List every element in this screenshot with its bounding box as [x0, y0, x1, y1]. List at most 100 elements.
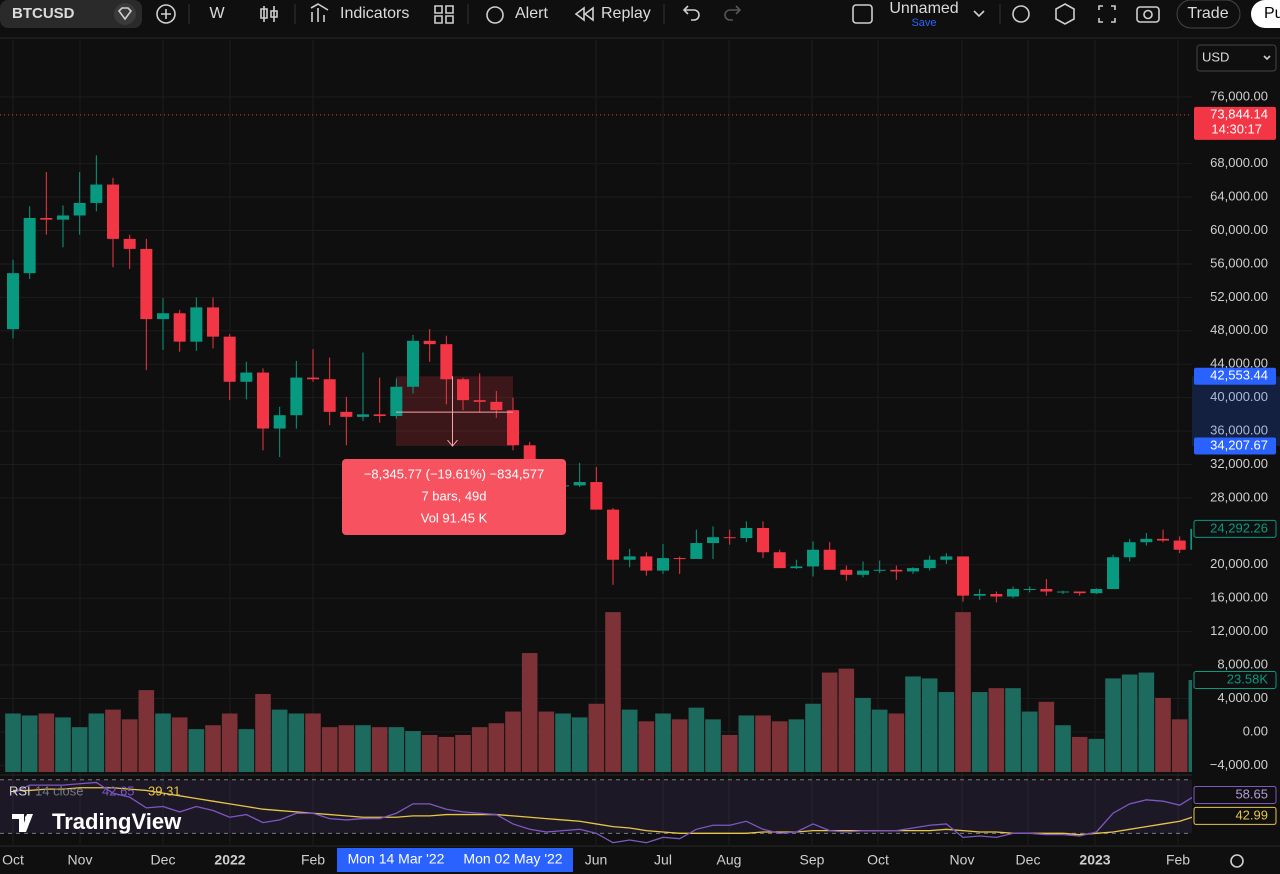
- rsi-params: 14 close: [35, 783, 83, 798]
- candle-body: [440, 344, 453, 380]
- settings-button[interactable]: [1055, 3, 1075, 25]
- layout-icon[interactable]: [852, 4, 873, 24]
- fullscreen-button[interactable]: [1098, 5, 1116, 23]
- publish-button[interactable]: Pu: [1264, 5, 1280, 22]
- candle-body: [223, 336, 236, 382]
- candle-body: [207, 307, 220, 337]
- alert-button[interactable]: Alert: [515, 5, 548, 22]
- chart-type-button[interactable]: [260, 6, 278, 22]
- volume-bar: [155, 713, 171, 772]
- currency-select[interactable]: [1196, 44, 1277, 72]
- volume-bar: [921, 678, 938, 772]
- price-tick-label: 20,000.00: [1210, 556, 1268, 571]
- volume-bar: [221, 713, 238, 772]
- price-tick-label: 4,000.00: [1217, 690, 1268, 705]
- candle-body: [1073, 591, 1086, 594]
- candle-body: [73, 202, 86, 216]
- symbol[interactable]: BTCUSD: [12, 5, 75, 22]
- volume-bar: [838, 668, 855, 772]
- candle-body: [940, 556, 953, 560]
- candle-body: [973, 594, 986, 596]
- volume-tag-bg: [1193, 671, 1277, 690]
- toolbar: BTCUSD W Indicators Alert Replay Unnamed…: [0, 0, 1280, 39]
- volume-bar: [638, 721, 655, 772]
- candle-body: [1157, 538, 1170, 541]
- time-tick-label: Dec: [151, 852, 176, 868]
- time-tick-label: Oct: [867, 852, 889, 868]
- indicators-button[interactable]: Indicators: [340, 5, 409, 22]
- candle-body: [357, 414, 370, 417]
- currency[interactable]: USD: [1202, 49, 1229, 64]
- candle-body: [407, 340, 420, 387]
- interval[interactable]: W: [209, 5, 225, 22]
- volume-bar: [1005, 688, 1021, 772]
- volume-bar: [521, 653, 538, 772]
- time-tick-label: Oct: [2, 852, 24, 868]
- volume-bar: [671, 719, 688, 772]
- volume-bar: [538, 711, 555, 772]
- volume-bar: [405, 731, 421, 772]
- candle-body: [640, 556, 653, 571]
- volume-bar: [421, 734, 438, 772]
- rsi-ma-tag: 42.99: [1235, 807, 1268, 822]
- candle-body: [273, 415, 286, 429]
- candle-body: [1007, 589, 1020, 597]
- quick-search[interactable]: [1012, 5, 1030, 23]
- volume-bar: [321, 727, 338, 772]
- trade-button[interactable]: Trade: [1187, 5, 1228, 22]
- volume-bar: [1055, 725, 1071, 772]
- replay-button[interactable]: Replay: [601, 5, 651, 22]
- volume-bar: [238, 729, 255, 772]
- rsi-value: 42.65: [102, 783, 135, 798]
- candle-body: [1040, 589, 1053, 592]
- volume-bar: [255, 694, 271, 772]
- axis-settings[interactable]: [1230, 854, 1244, 868]
- volume-bar: [438, 736, 455, 772]
- measure-tooltip-line: Vol 91.45 K: [421, 510, 488, 525]
- time-tick-label: Jul: [654, 852, 672, 868]
- volume-bar: [605, 612, 621, 772]
- price-tick-label: −4,000.00: [1210, 757, 1268, 772]
- measure-box: [396, 376, 513, 447]
- undo-button[interactable]: [682, 5, 700, 21]
- volume-bar: [871, 709, 888, 772]
- layout-name[interactable]: Unnamed: [889, 0, 958, 17]
- redo-button[interactable]: [724, 5, 742, 21]
- symbol-search[interactable]: [0, 0, 142, 28]
- time-tick-label: Sep: [800, 852, 825, 868]
- candle-body: [1123, 542, 1136, 558]
- plus-icon: [161, 9, 171, 19]
- candle-body: [807, 549, 820, 567]
- snapshot-button[interactable]: [1136, 6, 1160, 23]
- candle-body: [723, 537, 736, 539]
- pro-badge[interactable]: [114, 3, 136, 25]
- publish-pill[interactable]: [1251, 0, 1280, 28]
- time-tick-label: Nov: [68, 852, 93, 868]
- layout-menu[interactable]: [973, 10, 985, 18]
- price-tick-label: 36,000.00: [1210, 423, 1268, 438]
- measure-tooltip-line: 7 bars, 49d: [421, 488, 486, 503]
- volume-bar: [1155, 697, 1171, 772]
- volume-bar: [588, 703, 605, 772]
- rsi-ma-line: [13, 787, 1197, 836]
- price-tick-label: 0.00: [1243, 723, 1268, 738]
- candle-body: [790, 566, 803, 569]
- price-tick-label: 28,000.00: [1210, 489, 1268, 504]
- time-axis: Oct Nov Dec 2022 Feb Jun Jul Aug Sep Oct Nov Dec 202…: [0, 845, 1280, 872]
- candle-body: [707, 537, 720, 544]
- candle-body: [890, 569, 903, 572]
- volume-bar: [38, 713, 55, 772]
- candle-body: [1140, 538, 1153, 543]
- save-label[interactable]: Save: [911, 17, 936, 29]
- candle-body: [157, 313, 170, 320]
- diamond-icon: [117, 7, 133, 21]
- trade-pill[interactable]: [1176, 0, 1241, 29]
- templates-button[interactable]: [434, 5, 454, 24]
- time-tick-label: Feb: [301, 852, 325, 868]
- volume-tag: 23.58K: [1227, 671, 1269, 686]
- compare-button[interactable]: [156, 4, 176, 24]
- candle-body: [40, 217, 53, 220]
- candle-body: [340, 411, 353, 417]
- measure-tooltip: [342, 459, 566, 535]
- volume-bar: [271, 709, 288, 772]
